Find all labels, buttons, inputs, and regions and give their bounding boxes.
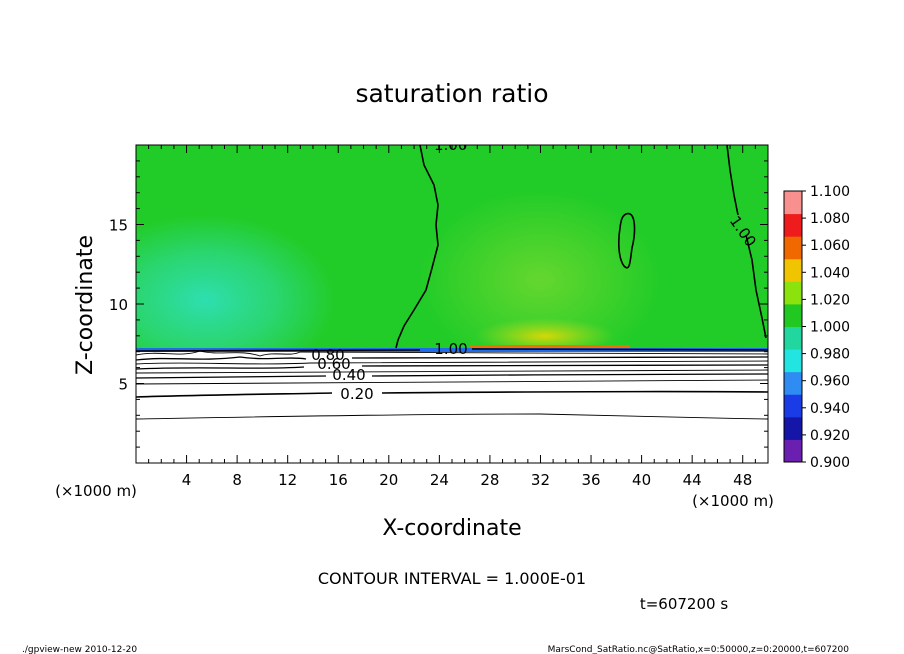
x-tick-label: 16 <box>329 471 348 489</box>
x-tick-label: 44 <box>683 471 702 489</box>
contour-0-80 <box>136 356 768 361</box>
contour-0-70 <box>136 360 768 365</box>
colorbar-level-label: 1.060 <box>810 238 850 254</box>
colorbar-level-label: 0.940 <box>810 401 850 417</box>
colorbar-level-label: 1.080 <box>810 211 850 227</box>
footer-right: MarsCond_SatRatio.nc@SatRatio,x=0:50000,… <box>548 645 850 654</box>
x-tick-label: 8 <box>232 471 242 489</box>
contour-boundary <box>136 348 768 352</box>
colorbar-level-label: 0.900 <box>810 455 850 471</box>
x-axis: 4 8 12 16 20 24 28 32 36 40 44 48 <box>135 145 769 489</box>
x-tick-label: 20 <box>379 471 398 489</box>
x-tick-label: 24 <box>430 471 449 489</box>
colorbar-swatch <box>784 326 802 350</box>
x-tick-label: 36 <box>581 471 600 489</box>
boundary-band-highlight <box>470 345 630 348</box>
x-axis-title: X-coordinate <box>382 516 521 541</box>
colorbar-swatch <box>784 371 802 395</box>
colorbar-swatch <box>784 281 802 305</box>
colorbar-level-label: 1.040 <box>810 265 850 281</box>
field-low-saturation-region <box>136 215 335 385</box>
colorbar-swatch <box>784 439 802 463</box>
contour-0-10 <box>136 413 768 420</box>
colorbar: 0.900 0.920 0.940 0.960 0.980 1.000 1.020 1.040… <box>783 184 850 471</box>
colorbar-swatch <box>784 416 802 440</box>
colorbar-level-label: 0.920 <box>810 428 850 444</box>
colorbar-level-label: 0.960 <box>810 374 850 390</box>
colorbar-swatch <box>784 258 802 282</box>
colorbar-swatch <box>784 236 802 260</box>
boundary-band <box>136 348 768 352</box>
contour-interval-text: CONTOUR INTERVAL = 1.000E-01 <box>318 569 586 588</box>
x-tick-label: 12 <box>278 471 297 489</box>
contour-label-top: 1.00 <box>434 136 467 154</box>
colorbar-swatch <box>784 213 802 237</box>
x-tick-label: 4 <box>182 471 192 489</box>
contour-label-0-20: 0.20 <box>340 385 373 403</box>
x-tick-label: 40 <box>632 471 651 489</box>
contour-label-1-00: 1.00 <box>434 340 467 358</box>
x-tick-label: 28 <box>480 471 499 489</box>
contour-1-00-right <box>726 145 767 339</box>
x-tick-label: 48 <box>733 471 752 489</box>
colorbar-level-label: 1.100 <box>810 184 850 200</box>
colorbar-level-label: 1.000 <box>810 320 850 336</box>
footer-left: ./gpview-new 2010-12-20 <box>22 645 137 654</box>
contour-0-40 <box>136 373 768 379</box>
colorbar-level-label: 1.020 <box>810 292 850 308</box>
y-tick-label: 10 <box>109 296 128 314</box>
contour-label-0-60: 0.60 <box>317 355 350 373</box>
colorbar-level-label: 0.980 <box>810 347 850 363</box>
chart-title: saturation ratio <box>355 79 548 108</box>
y-tick-label: 15 <box>109 217 128 235</box>
y-axis: 5 10 15 <box>109 144 768 464</box>
contour-0-90 <box>136 350 768 357</box>
y-tick-label: 5 <box>118 376 128 394</box>
colorbar-swatch <box>784 394 802 418</box>
contour-label-0-40: 0.40 <box>332 366 365 384</box>
colorbar-swatch <box>784 191 802 215</box>
contour-label-0-80: 0.80 <box>311 346 344 364</box>
time-text: t=607200 s <box>640 595 728 613</box>
plot-area: 1.00 1.00 1.00 0.80 0.60 0.40 0.20 <box>136 136 768 463</box>
x-tick-label: 32 <box>531 471 550 489</box>
contour-1-00-left <box>395 145 439 349</box>
contour-0-20 <box>136 390 768 398</box>
y-axis-title: Z-coordinate <box>73 235 98 375</box>
contour-0-60 <box>136 364 768 370</box>
x-unit-right: (×1000 m) <box>692 492 774 510</box>
colorbar-swatch <box>784 349 802 373</box>
contour-1-00-closed <box>618 212 636 269</box>
x-unit-left: (×1000 m) <box>55 482 137 500</box>
colorbar-swatch <box>784 303 802 327</box>
